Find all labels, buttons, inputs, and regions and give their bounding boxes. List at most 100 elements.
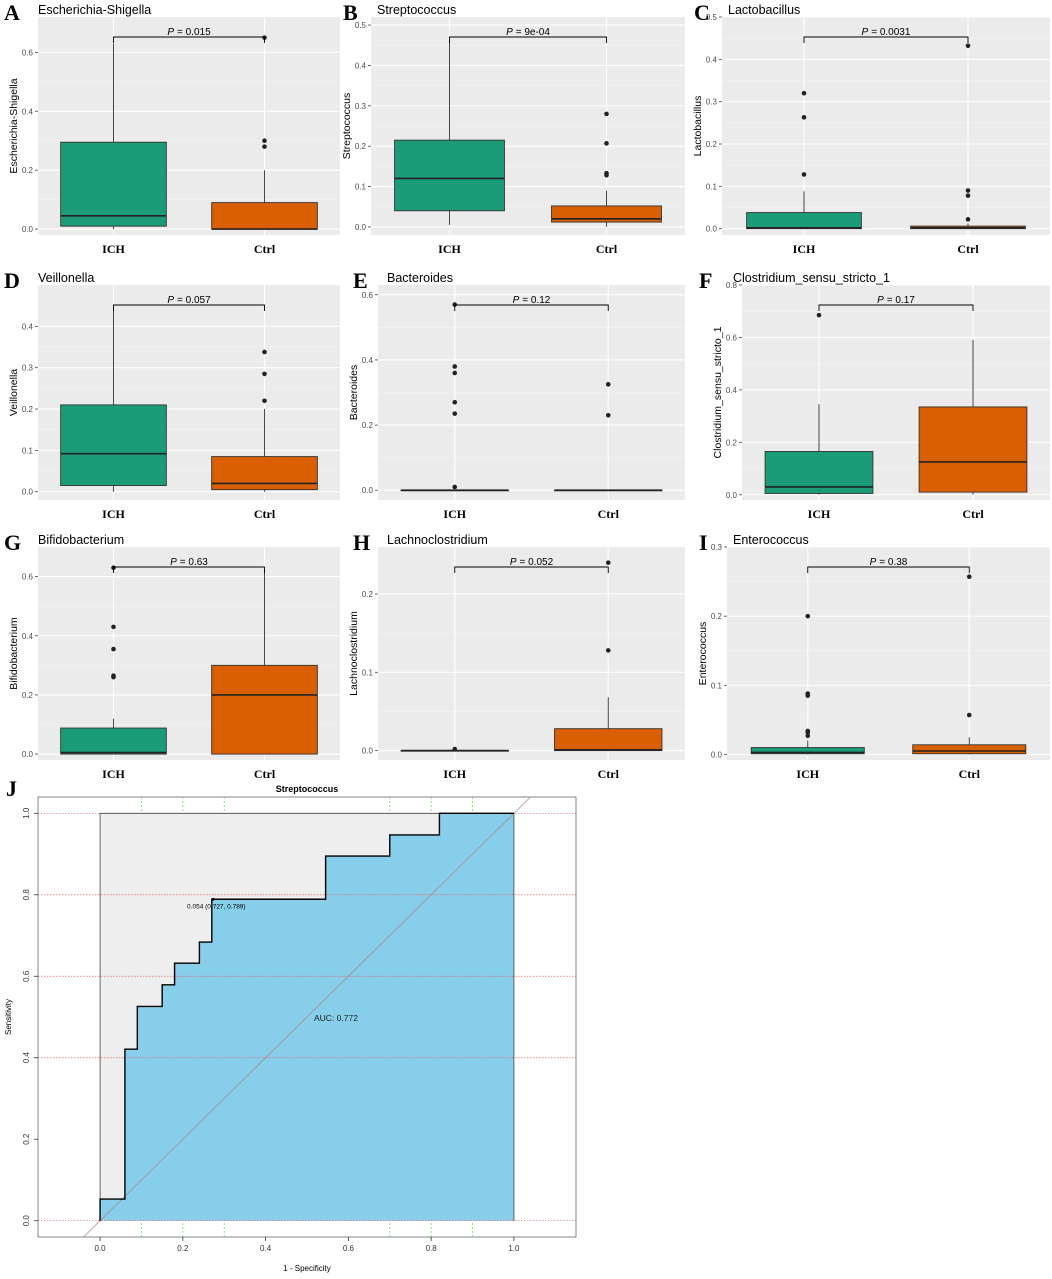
- p-value-text: = 0.38: [879, 557, 908, 568]
- box-body: [918, 406, 1028, 493]
- outlier-point: [452, 746, 458, 752]
- y-tick-label: 0.0: [355, 223, 367, 232]
- roc-curve: [99, 812, 514, 1221]
- y-tick-label: 0.6: [22, 970, 31, 982]
- p-value-label: P = 0.015: [167, 27, 211, 38]
- outlier-point: [805, 691, 811, 696]
- y-tick-label: 0.6: [22, 573, 34, 582]
- box-ctrl: [554, 382, 663, 492]
- outlier-point: [605, 413, 611, 418]
- outlier-point: [605, 648, 611, 653]
- p-value-label: P = 9e-04: [506, 27, 550, 38]
- significance-bracket: [818, 304, 974, 311]
- panel-g: 0.0 0.2 0.4 0.6 P = 0.63 ICH Ctrl G Bifidobacteri…: [4, 530, 340, 781]
- x-category-label: Ctrl: [596, 242, 618, 256]
- outlier-point: [801, 90, 807, 96]
- panel-title: Bacteroides: [387, 271, 453, 285]
- significance-bracket: [454, 566, 609, 573]
- x-category-label: ICH: [793, 242, 816, 256]
- y-tick-label: 0.2: [22, 1133, 31, 1145]
- outlier-point: [262, 349, 267, 355]
- outlier-point: [801, 172, 807, 177]
- box-ich: [746, 90, 862, 230]
- y-tick-label: 0.3: [355, 102, 367, 111]
- panel-title: Streptococcus: [377, 3, 456, 17]
- outlier-point: [965, 217, 971, 222]
- y-tick-label: 0.8: [22, 889, 31, 901]
- panel-background: [378, 547, 685, 760]
- p-value-text: = 0.015: [177, 27, 211, 38]
- y-axis-label: Streptococcus: [341, 93, 353, 160]
- y-tick-label: 0.0: [362, 747, 374, 756]
- outlier-point: [262, 144, 267, 149]
- x-tick-label: 0.2: [177, 1244, 189, 1253]
- p-value-text: = 0.052: [520, 557, 554, 568]
- outlier-point: [262, 371, 267, 377]
- box-ctrl: [211, 35, 318, 230]
- p-symbol: P: [862, 27, 869, 38]
- x-category-label: Ctrl: [962, 507, 984, 521]
- outlier-point: [965, 43, 971, 49]
- outlier-point: [965, 193, 971, 198]
- box-body: [750, 747, 865, 755]
- panel-title: Enterococcus: [733, 533, 809, 547]
- outlier-point: [604, 141, 609, 146]
- box-body: [394, 139, 505, 212]
- x-category-label: ICH: [796, 767, 819, 781]
- box-body: [912, 744, 1027, 755]
- p-value-text: = 9e-04: [516, 27, 551, 38]
- x-tick-label: 0.4: [260, 1244, 272, 1253]
- box-body: [554, 728, 663, 752]
- y-tick-label: 0.0: [22, 225, 34, 234]
- y-axis-label: Clostridium_sensu_stricto_1: [712, 326, 724, 458]
- outlier-point: [604, 170, 609, 176]
- significance-bracket: [113, 304, 265, 311]
- box-ich: [750, 613, 865, 755]
- panel-letter: B: [343, 0, 358, 25]
- x-tick-label: 0.6: [343, 1244, 355, 1253]
- significance-bracket: [113, 36, 265, 43]
- panel-background: [727, 547, 1050, 760]
- panel-background: [722, 17, 1050, 235]
- roc-title: Streptococcus: [276, 784, 339, 794]
- y-tick-label: 0.6: [22, 48, 34, 57]
- y-axis-label: Sensitivity: [4, 999, 13, 1035]
- y-tick-label: 0.0: [22, 1215, 31, 1227]
- panel-title: Lachnoclostridium: [387, 533, 488, 547]
- box-ctrl: [211, 349, 318, 492]
- y-axis-label: Escherichia-Shigella: [8, 78, 20, 173]
- outlier-point: [111, 673, 116, 678]
- y-tick-label: 0.4: [22, 322, 34, 331]
- outlier-point: [605, 560, 611, 565]
- significance-bracket: [449, 36, 607, 43]
- y-tick-label: 0.1: [22, 446, 34, 455]
- outlier-point: [604, 111, 609, 117]
- significance-bracket: [113, 566, 265, 573]
- y-tick-label: 0.6: [726, 333, 738, 342]
- significance-bracket: [807, 566, 970, 573]
- p-value-text: = 0.12: [522, 295, 551, 306]
- x-category-label: ICH: [443, 767, 466, 781]
- outlier-point: [262, 138, 267, 144]
- best-threshold-point: [211, 897, 215, 901]
- x-category-label: Ctrl: [959, 767, 981, 781]
- outlier-point: [452, 364, 458, 369]
- y-tick-label: 0.2: [706, 140, 718, 149]
- y-tick-label: 0.4: [355, 61, 367, 70]
- y-tick-label: 0.2: [355, 142, 367, 151]
- p-value-text: = 0.057: [177, 295, 211, 306]
- x-category-label: ICH: [443, 507, 466, 521]
- y-axis-label: Enterococcus: [697, 622, 709, 686]
- y-tick-label: 0.0: [22, 488, 34, 497]
- y-tick-label: 0.2: [22, 405, 34, 414]
- best-threshold-label: 0.054 (0.727, 0.789): [187, 903, 246, 910]
- box-ich: [60, 43, 167, 230]
- panel-title: Bifidobacterium: [38, 533, 124, 547]
- panel-i: 0.0 0.1 0.2 0.3 P = 0.38 ICH Ctrl I Enterococcus E…: [697, 530, 1050, 781]
- panel-letter: H: [353, 530, 370, 555]
- panel-b: 0.0 0.1 0.2 0.3 0.4 0.5 P = 9e-04 ICH Ctrl B Strept…: [341, 0, 685, 256]
- y-tick-label: 0.5: [706, 13, 718, 22]
- auc-label: AUC: 0.772: [314, 1013, 358, 1023]
- x-category-label: Ctrl: [598, 767, 620, 781]
- box-body: [211, 456, 318, 491]
